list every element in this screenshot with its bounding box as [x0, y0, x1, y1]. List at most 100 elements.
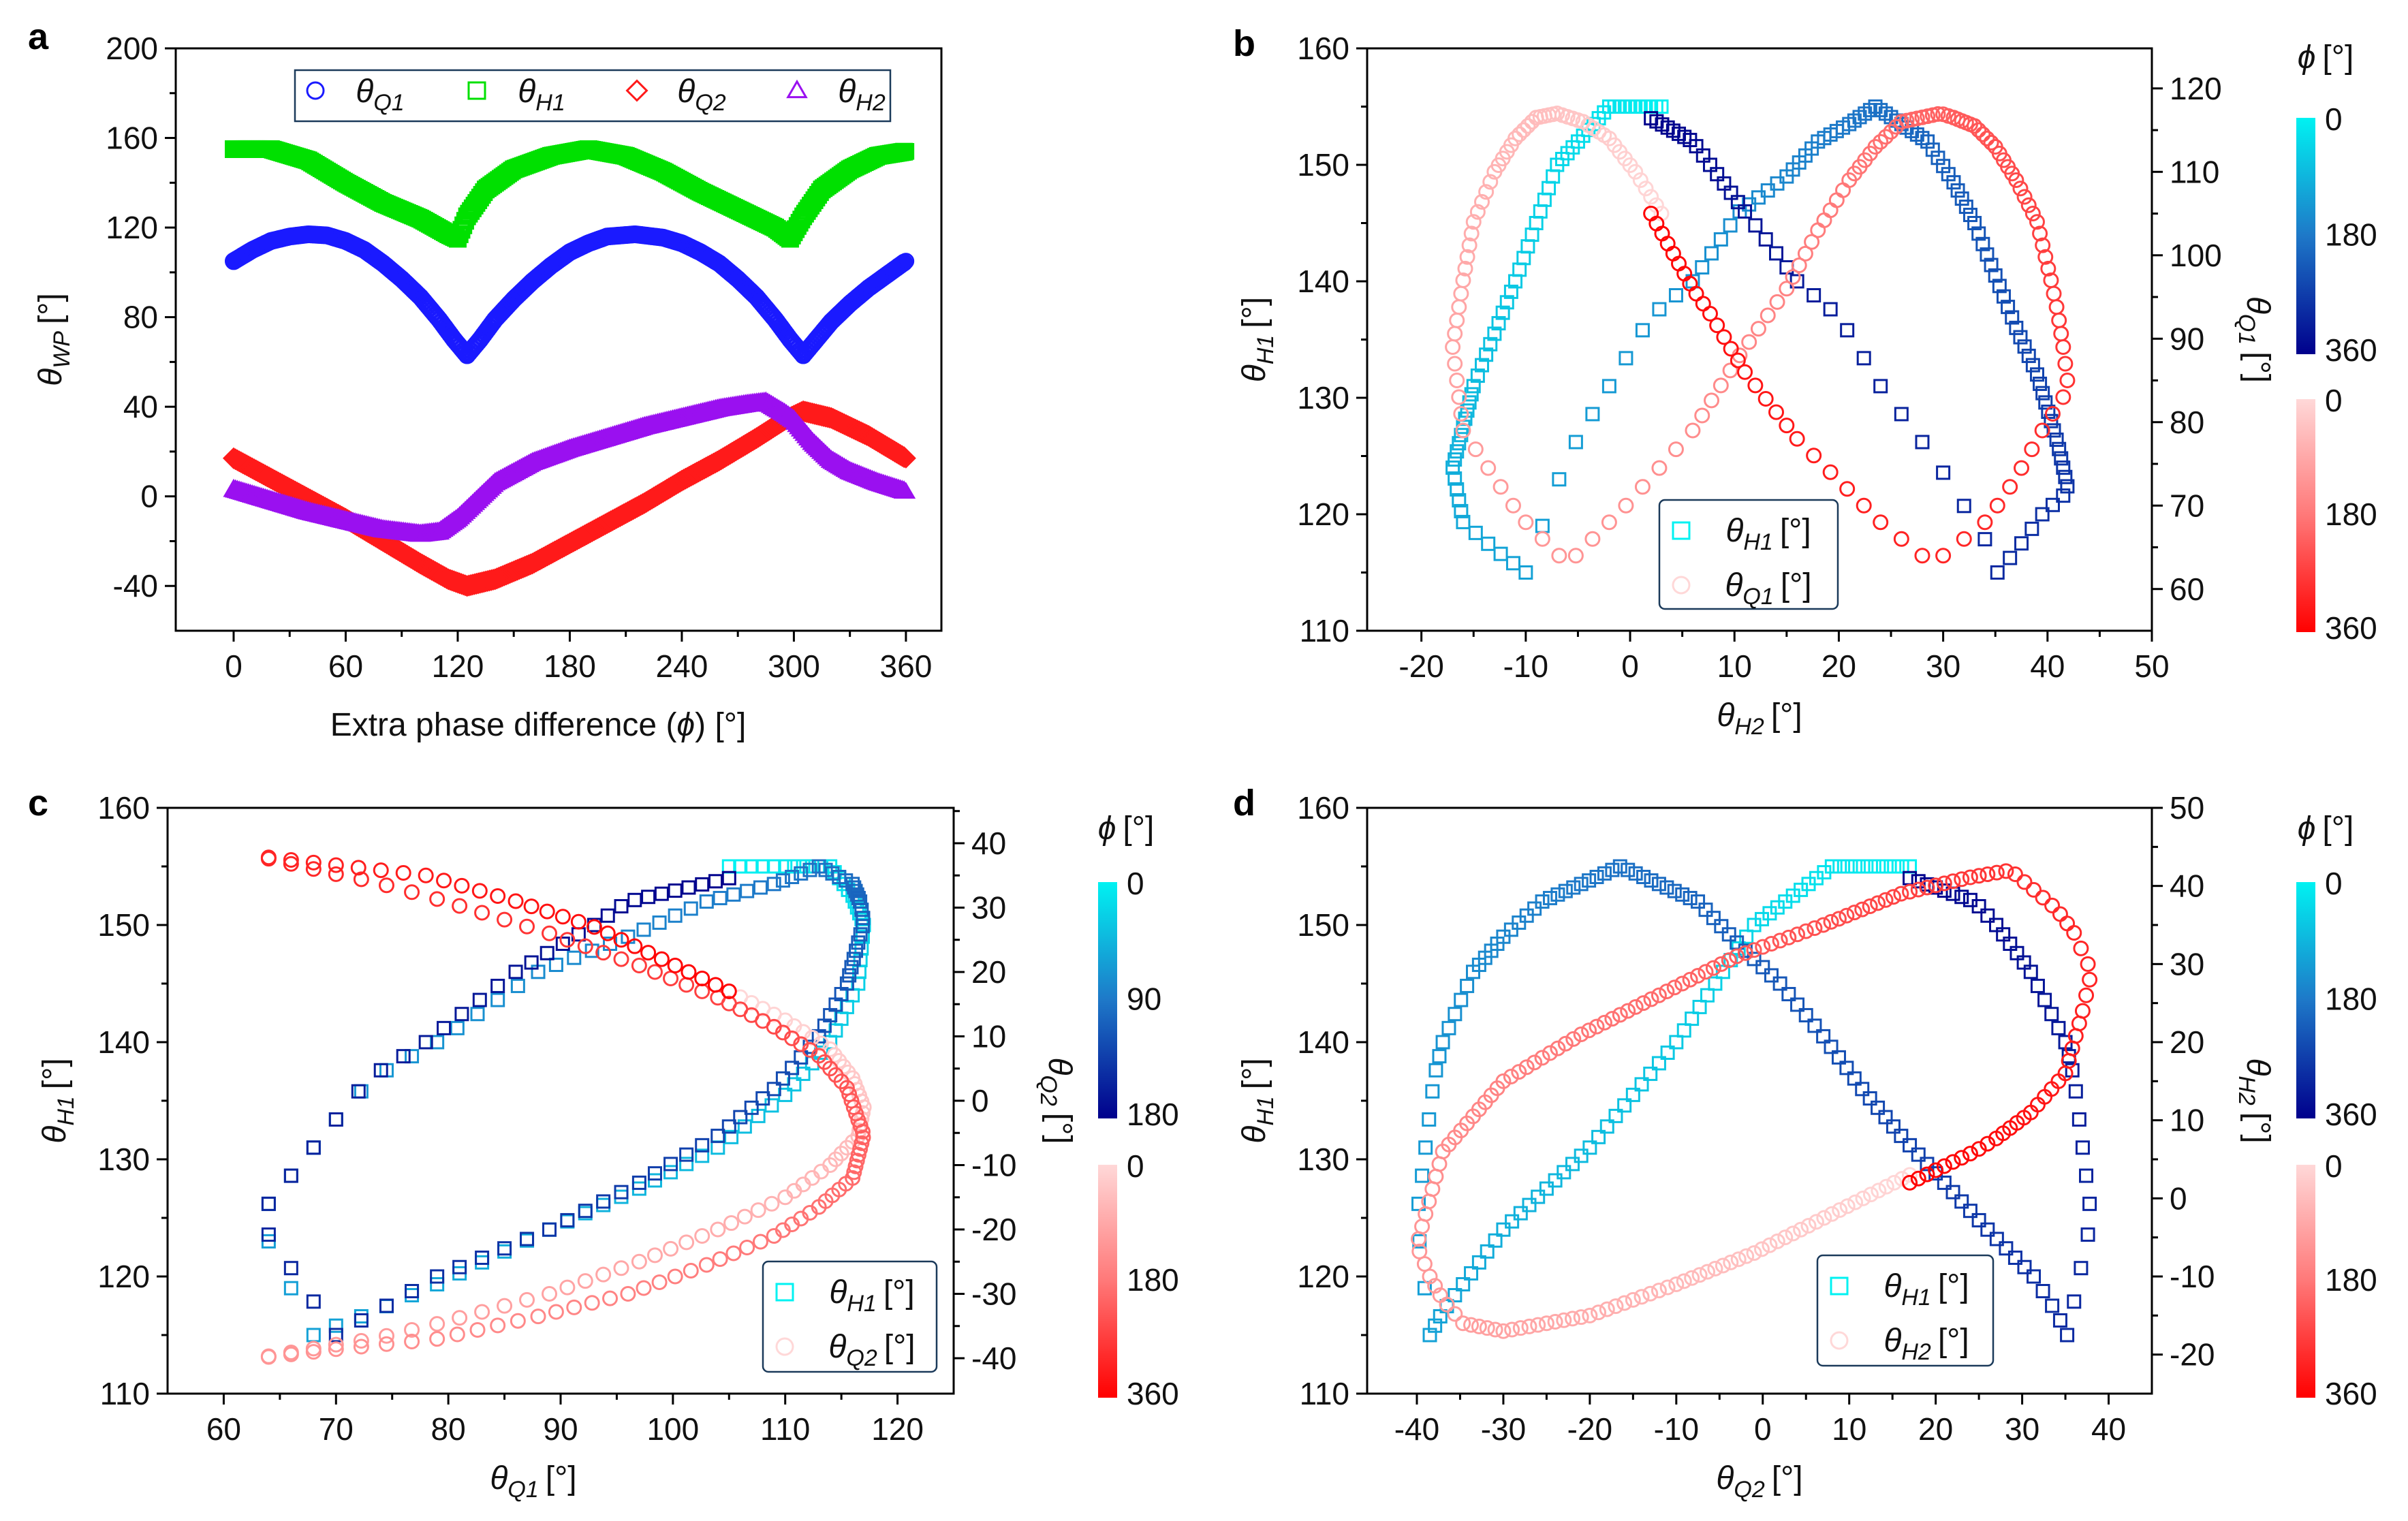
data-point-square: [636, 922, 651, 937]
data-point-square: [802, 862, 817, 877]
data-point-circle: [1971, 122, 1987, 138]
data-point-square: [1548, 1173, 1563, 1188]
label-symbol: θ: [1725, 513, 1743, 549]
data-point-square: [1617, 1098, 1632, 1113]
data-point-circle: [1518, 514, 1534, 531]
label-symbol: θ: [37, 1126, 73, 1144]
data-point-circle: [2055, 389, 2071, 405]
data-point-square: [1936, 465, 1951, 480]
data-point-square: [679, 1157, 694, 1172]
data-point-square: [1989, 1232, 2004, 1246]
label-subscript: H1: [1743, 529, 1772, 555]
data-point-square: [1676, 1023, 1691, 1038]
data-point-square: [2005, 310, 2020, 325]
data-point-square: [740, 883, 755, 898]
x-tick-label: 40: [2030, 648, 2065, 684]
data-point-square: [1700, 988, 1715, 1003]
x-tick-label: 240: [656, 648, 708, 684]
data-point-circle: [651, 1274, 668, 1291]
data-point-circle: [1975, 126, 1991, 142]
data-point-circle: [328, 1341, 344, 1358]
data-point-circle: [1503, 1068, 1519, 1084]
x-tick-label: 100: [646, 1411, 699, 1447]
data-point-circle: [2044, 406, 2061, 422]
data-point-square: [1824, 1039, 1839, 1054]
data-point-square: [683, 901, 698, 916]
data-point-square: [1535, 894, 1550, 909]
data-point-circle: [599, 925, 616, 941]
data-point-square: [647, 1166, 662, 1181]
data-point-square: [540, 945, 554, 960]
data-point-square: [1466, 379, 1481, 394]
label-symbol: θ: [1236, 1126, 1272, 1144]
y-axis-label-text: θH1 [°]: [1236, 1058, 1279, 1143]
label-unit: [°]: [546, 1460, 577, 1496]
data-point-square: [710, 1140, 725, 1155]
data-point-circle: [1894, 1171, 1910, 1187]
label-symbol: ϕ: [2298, 811, 2316, 847]
data-point-square: [1448, 471, 1463, 486]
label-symbol: θ: [838, 74, 856, 110]
data-point-circle: [2020, 197, 2037, 213]
x-tick-label: 30: [2005, 1411, 2039, 1447]
panel-d: -40 -30 -20 -10 0 10 20 30 40 110 120 130 140 150 160 d…: [1233, 783, 2377, 1503]
legend: θH1 [°]θH2 [°]: [1816, 1254, 1995, 1367]
data-point-square: [1713, 232, 1728, 247]
data-point-square: [1644, 111, 1659, 126]
data-point-circle: [725, 1245, 742, 1261]
data-point-circle: [350, 860, 366, 876]
label-text: Extra phase difference (: [330, 707, 677, 743]
data-point-circle: [305, 1340, 322, 1357]
data-point-circle: [474, 905, 490, 921]
data-point-circle: [577, 938, 593, 954]
data-point-circle: [1648, 197, 1664, 213]
data-point-circle: [2016, 189, 2033, 205]
data-point-square: [1706, 911, 1721, 926]
data-point-square: [1512, 262, 1527, 277]
y-tick-label: 160: [106, 121, 158, 156]
y2-axis-label: θQ2 [°]: [1035, 1057, 1078, 1144]
data-point-square: [2056, 460, 2071, 475]
data-point-circle: [1511, 1064, 1527, 1080]
data-point-circle: [613, 932, 629, 948]
data-point-circle: [849, 1152, 865, 1169]
data-point-square: [306, 1328, 321, 1343]
data-point-square: [1990, 565, 2005, 580]
data-point-circle: [1762, 1237, 1778, 1253]
data-point-square: [542, 1222, 557, 1237]
label-unit: [°]: [1123, 811, 1154, 847]
data-point-circle: [2055, 339, 2071, 356]
data-point-square: [710, 1129, 725, 1144]
y2-axis-label: θH2 [°]: [2234, 1058, 2276, 1143]
colorbar-tick-label: 180: [2325, 982, 2377, 1017]
data-point-circle: [1643, 206, 1659, 222]
legend-box: [1816, 1254, 1995, 1367]
legend-box: [762, 1260, 938, 1373]
label-symbol: θ: [828, 1329, 846, 1365]
data-point-circle: [1772, 932, 1788, 949]
data-point-square: [1487, 326, 1502, 341]
data-point-square: [1937, 1175, 1952, 1190]
data-point-circle: [1716, 329, 1732, 345]
data-point-circle: [1983, 134, 1999, 151]
x-tick-label: -20: [1398, 648, 1443, 684]
data-point-circle: [584, 1295, 600, 1311]
label-symbol: ϕ: [676, 707, 695, 743]
data-point-square: [490, 978, 505, 993]
data-point-circle: [2012, 181, 2029, 197]
data-point-circle: [353, 871, 369, 888]
data-point-square: [614, 1185, 629, 1199]
data-point-circle: [1684, 1270, 1700, 1286]
label-symbol: θ: [33, 369, 69, 386]
data-point-circle: [667, 958, 683, 974]
data-point-square: [548, 957, 563, 972]
data-point-square: [2035, 1284, 2050, 1298]
data-point-square: [2060, 1328, 2075, 1343]
y-tick-label: 120: [1297, 1259, 1349, 1294]
data-point-circle: [1486, 163, 1503, 180]
data-point-square: [1428, 1063, 1443, 1078]
data-point-square: [663, 1165, 678, 1180]
data-point-circle: [2029, 214, 2045, 230]
data-point-circle: [845, 1170, 861, 1186]
data-point-circle: [1632, 172, 1648, 189]
